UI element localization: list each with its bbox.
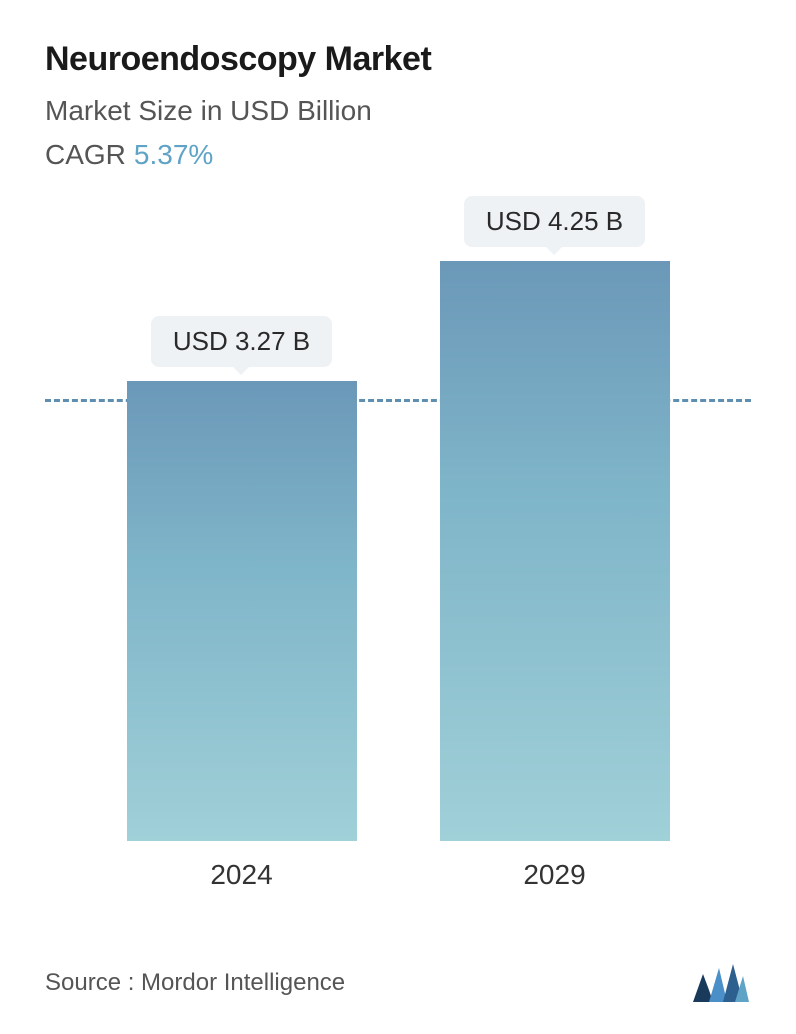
mordor-logo-icon (691, 962, 751, 1004)
chart-subtitle: Market Size in USD Billion (45, 95, 751, 127)
bar-2024 (127, 381, 357, 841)
cagr-label: CAGR (45, 139, 126, 170)
bar-group-2029: USD 4.25 B 2029 (440, 196, 670, 841)
bar-2029 (440, 261, 670, 841)
chart-title: Neuroendoscopy Market (45, 40, 751, 79)
chart-container: Neuroendoscopy Market Market Size in USD… (0, 0, 796, 1034)
bar-group-2024: USD 3.27 B 2024 (127, 316, 357, 841)
chart-area: USD 3.27 B 2024 USD 4.25 B 2029 (45, 221, 751, 901)
year-label-2029: 2029 (523, 859, 585, 891)
value-label-2024: USD 3.27 B (151, 316, 332, 367)
cagr-value: 5.37% (134, 139, 213, 170)
source-text: Source : Mordor Intelligence (45, 969, 345, 997)
bars-wrapper: USD 3.27 B 2024 USD 4.25 B 2029 (45, 221, 751, 841)
value-label-2029: USD 4.25 B (464, 196, 645, 247)
cagr-line: CAGR 5.37% (45, 139, 751, 171)
chart-footer: Source : Mordor Intelligence (45, 962, 751, 1004)
year-label-2024: 2024 (210, 859, 272, 891)
